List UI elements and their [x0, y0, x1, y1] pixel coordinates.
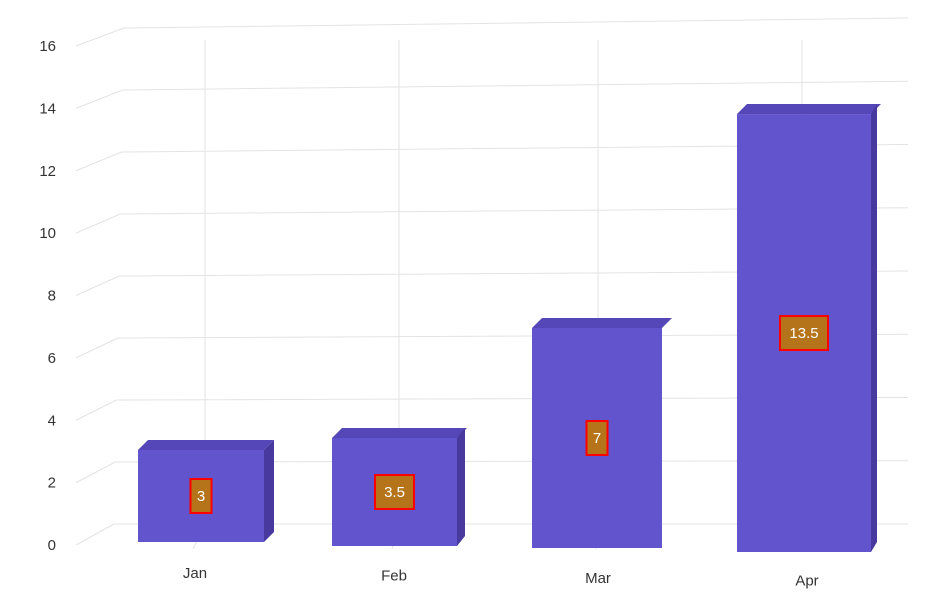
data-label: 3.5 — [384, 484, 405, 501]
bar-top — [332, 427, 467, 438]
gridline-side — [75, 89, 123, 109]
gridline-side — [75, 399, 117, 421]
y-tick-label: 6 — [48, 350, 56, 367]
y-tick-label: 14 — [39, 100, 56, 117]
y-tick-label: 16 — [39, 38, 56, 55]
bar-side — [264, 439, 274, 542]
x-tick-label: Mar — [585, 570, 611, 587]
y-tick-label: 0 — [48, 537, 56, 554]
gridline-back — [122, 80, 909, 91]
gridline-side — [75, 27, 125, 47]
gridline-side — [75, 523, 115, 546]
gridline-back — [123, 17, 909, 29]
x-axis-ticks: Jan Feb Mar Apr — [183, 565, 819, 590]
bar-top — [532, 317, 672, 328]
y-tick-label: 2 — [48, 475, 56, 492]
y-axis-ticks: 0 2 4 6 8 10 12 14 16 — [39, 38, 56, 554]
data-label-box — [779, 315, 829, 352]
data-labels: 3 3.5 7 13.5 — [189, 315, 829, 514]
y-tick-label: 12 — [39, 163, 56, 180]
bar-side — [457, 427, 465, 546]
x-tick-label: Jan — [183, 565, 207, 582]
bars — [138, 104, 881, 552]
y-tick-label: 4 — [48, 412, 56, 429]
bar-side — [871, 104, 877, 552]
data-label: 13.5 — [789, 325, 818, 342]
data-label: 3 — [197, 488, 205, 505]
data-label-box — [585, 419, 609, 456]
gridline-side — [75, 275, 120, 296]
gridline-side — [75, 213, 121, 234]
bar-top — [737, 104, 881, 115]
data-label-box — [374, 473, 415, 510]
bar-top — [138, 439, 274, 450]
data-label-box — [189, 477, 213, 514]
gridline-side — [75, 151, 122, 172]
x-tick-label: Apr — [795, 573, 818, 590]
data-label: 7 — [593, 430, 601, 447]
gridline-side — [75, 461, 116, 484]
y-tick-label: 10 — [39, 225, 56, 242]
y-tick-label: 8 — [48, 288, 56, 305]
gridline-side — [75, 337, 118, 359]
x-tick-label: Feb — [381, 568, 407, 585]
